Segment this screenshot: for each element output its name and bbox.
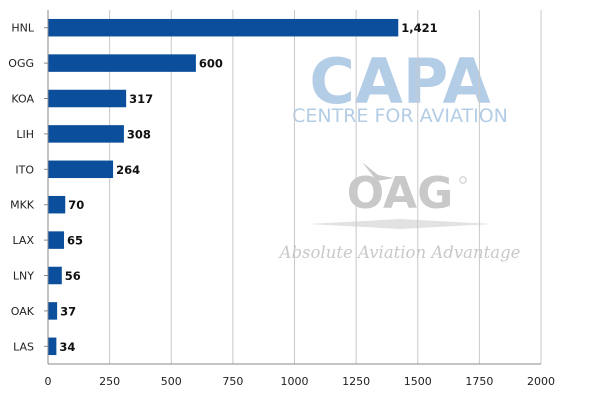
bar bbox=[48, 54, 196, 72]
oag-divider-icon bbox=[308, 219, 492, 229]
x-tick-label: 2000 bbox=[527, 375, 555, 388]
data-label: 65 bbox=[67, 234, 83, 248]
category-label: LNY bbox=[13, 270, 34, 283]
data-label: 600 bbox=[199, 57, 223, 71]
data-label: 264 bbox=[116, 163, 140, 177]
bar bbox=[48, 125, 124, 143]
data-label: 317 bbox=[129, 92, 153, 106]
oag-watermark: OAG Absolute Aviation Advantage bbox=[278, 162, 521, 262]
data-label: 1,421 bbox=[401, 21, 437, 35]
bar bbox=[48, 160, 114, 179]
category-label: LAS bbox=[13, 340, 34, 353]
x-tick-label: 500 bbox=[161, 375, 182, 388]
data-label: 308 bbox=[127, 127, 151, 141]
category-label: LAX bbox=[13, 234, 35, 247]
data-label: 34 bbox=[59, 340, 75, 354]
category-label: KOA bbox=[11, 93, 34, 106]
oag-logo-text: OAG bbox=[347, 168, 453, 219]
bar bbox=[48, 18, 399, 37]
category-label: ITO bbox=[15, 163, 34, 176]
capa-logo-text: CAPA bbox=[309, 45, 490, 118]
x-tick-label: 1750 bbox=[465, 375, 493, 388]
category-label: HNL bbox=[11, 22, 35, 35]
axes bbox=[44, 10, 541, 365]
bar bbox=[48, 337, 57, 356]
category-label: MKK bbox=[10, 199, 35, 212]
x-tick-label: 1500 bbox=[404, 375, 432, 388]
bar bbox=[48, 231, 65, 249]
category-labels: HNL OGG KOA LIH ITO MKK LAX LNY OAK LAS bbox=[8, 22, 35, 354]
x-tick-labels: 0 250 500 750 1000 1250 1500 1750 2000 bbox=[45, 375, 556, 388]
data-labels: 1,421 600 317 308 264 70 65 56 37 34 bbox=[59, 21, 437, 354]
oag-swoosh-icon bbox=[362, 162, 394, 181]
category-label: LIH bbox=[16, 128, 34, 141]
bar bbox=[48, 195, 66, 214]
bar bbox=[48, 89, 127, 108]
x-tick-label: 250 bbox=[99, 375, 120, 388]
x-tick-label: 1000 bbox=[281, 375, 309, 388]
capa-watermark: CAPA CENTRE FOR AVIATION bbox=[292, 45, 508, 127]
capa-logo-subtitle: CENTRE FOR AVIATION bbox=[292, 105, 508, 127]
category-label: OAK bbox=[11, 305, 35, 318]
data-label: 56 bbox=[65, 269, 81, 283]
data-label: 37 bbox=[60, 304, 76, 318]
bars bbox=[48, 18, 399, 356]
x-tick-label: 0 bbox=[45, 375, 52, 388]
bar bbox=[48, 302, 58, 320]
x-tick-label: 750 bbox=[222, 375, 243, 388]
data-label: 70 bbox=[68, 198, 84, 212]
oag-tagline: Absolute Aviation Advantage bbox=[278, 243, 521, 262]
x-tick-label: 1250 bbox=[342, 375, 370, 388]
registered-mark-icon bbox=[459, 176, 467, 184]
bar bbox=[48, 266, 62, 285]
category-label: OGG bbox=[8, 57, 34, 70]
